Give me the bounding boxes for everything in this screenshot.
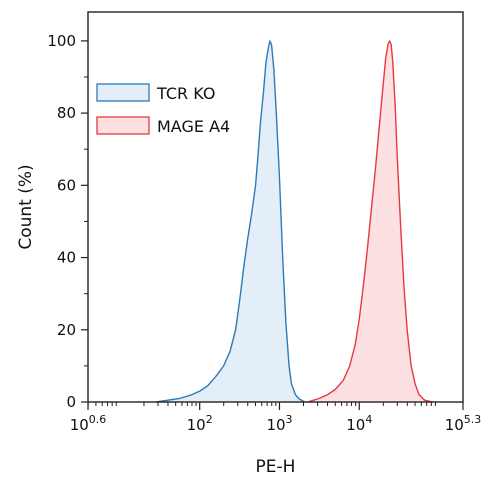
legend-swatch-0: [96, 83, 150, 102]
y-tick-label: 60: [57, 176, 76, 194]
series-line-1: [307, 40, 433, 403]
y-axis-label: Count (%): [16, 164, 36, 249]
y-tick-label: 0: [66, 393, 76, 411]
legend-label-1: MAGE A4: [157, 117, 230, 136]
series-area-1: [307, 40, 433, 402]
legend-swatch-1: [96, 116, 150, 135]
series-line-0: [155, 40, 306, 403]
legend: TCR KO MAGE A4: [96, 83, 230, 136]
x-tick-label: 105.3: [445, 413, 482, 434]
series-area-0: [155, 40, 306, 402]
x-tick-label: 100.6: [70, 413, 107, 434]
legend-label-0: TCR KO: [156, 84, 215, 103]
x-tick-label: 104: [346, 413, 372, 434]
series-layer: [155, 40, 433, 403]
x-tick-label: 103: [266, 413, 292, 434]
y-tick-label: 80: [57, 104, 76, 122]
y-tick-label: 20: [57, 321, 76, 339]
ticks-layer: 0 20 40 60 80 100 100.6 102 103 104 105.3: [47, 32, 481, 434]
y-tick-label: 40: [57, 249, 76, 267]
x-axis-label: PE-H: [256, 457, 296, 477]
x-tick-label: 102: [187, 413, 213, 434]
y-tick-label: 100: [47, 32, 76, 50]
